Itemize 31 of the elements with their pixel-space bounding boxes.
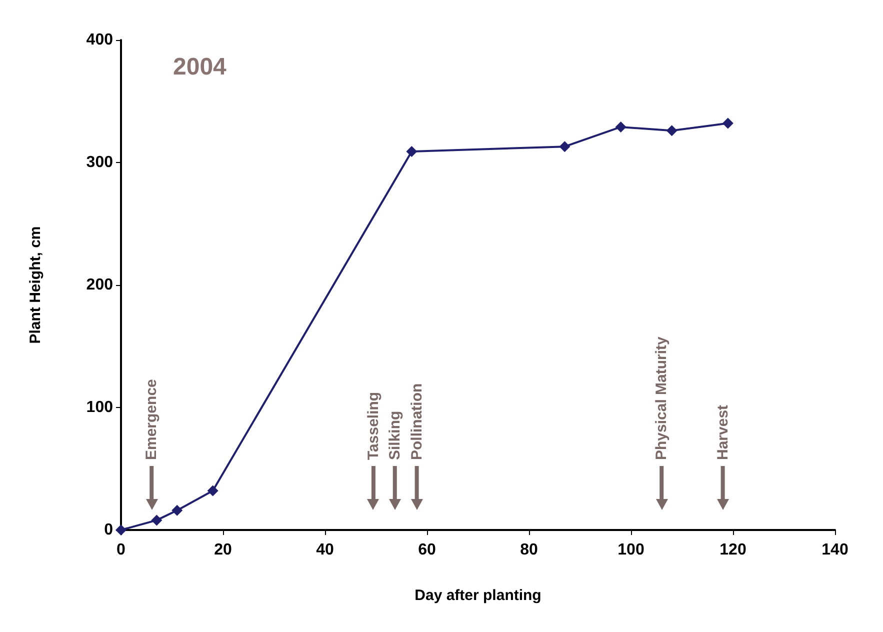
ref-line-label: Harvest — [714, 404, 732, 460]
point — [559, 141, 570, 152]
point — [666, 125, 678, 136]
point — [406, 146, 418, 157]
x-tick-label: 140 — [822, 542, 848, 558]
x-tick-label: 80 — [520, 542, 538, 558]
ref-line-label: Physical Maturity — [653, 336, 670, 460]
x-tick-label: 40 — [316, 542, 334, 558]
y-tick-label: 300 — [86, 154, 114, 171]
point — [151, 514, 162, 526]
x-tick-label: 60 — [418, 542, 436, 558]
ref-line-label: Emergence — [143, 379, 160, 460]
x-tick-label: 100 — [618, 542, 644, 558]
y-tick-label: 0 — [104, 522, 114, 538]
x-tick-label: 20 — [214, 542, 232, 558]
y-tick-label: 400 — [86, 32, 114, 48]
point — [116, 524, 126, 536]
point — [615, 121, 626, 132]
y-tick-label: 100 — [86, 399, 114, 416]
ref-line-label: Silking — [386, 410, 404, 460]
point — [172, 504, 183, 516]
ref-line-label: Pollination — [408, 383, 426, 460]
y-tick-label: 200 — [86, 276, 114, 294]
x-tick-label: 0 — [116, 542, 126, 558]
point — [207, 485, 218, 496]
text: 2004 — [173, 54, 228, 80]
y-axis-title: Plant Height, cm — [27, 226, 44, 344]
x-axis-title: Day after planting — [414, 587, 542, 604]
point — [722, 118, 734, 129]
ref-line-label: Tasseling — [364, 392, 382, 460]
x-tick-label: 120 — [720, 542, 746, 558]
